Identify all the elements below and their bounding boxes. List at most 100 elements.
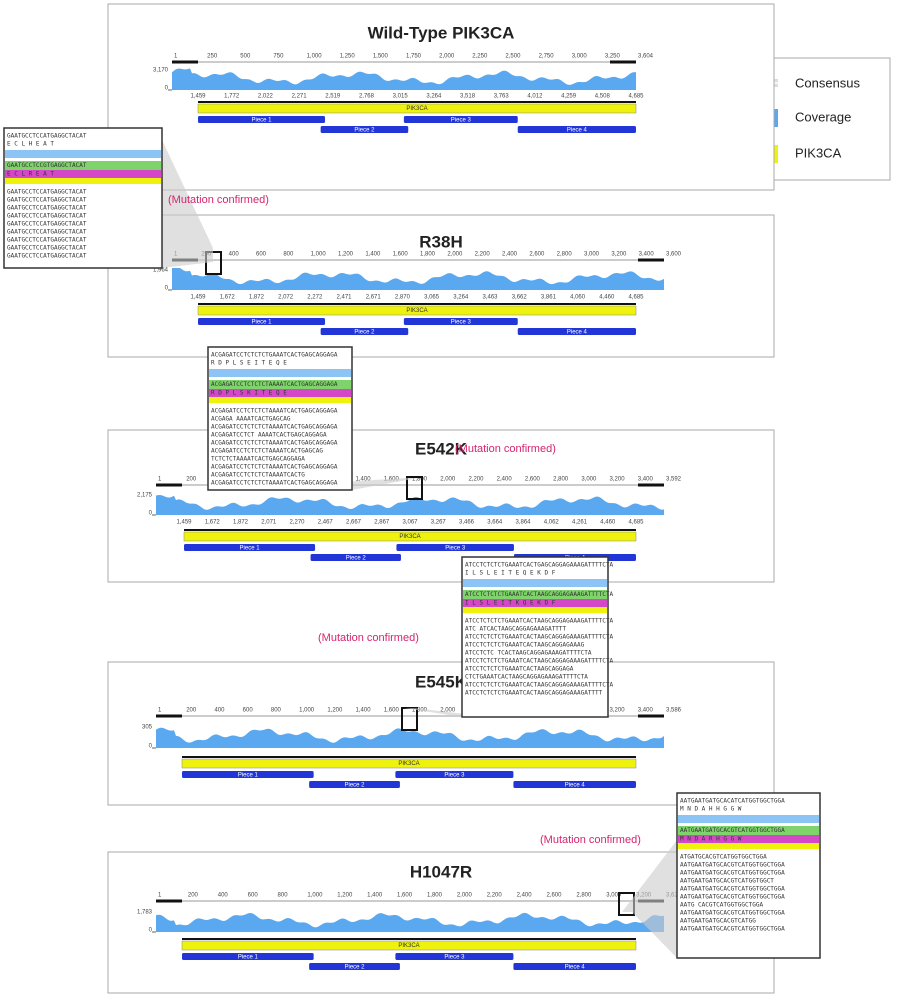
inset-translation: M N D A H H G G W (680, 806, 742, 813)
panel: Wild-Type PIK3CA 1 250 500 750 1,000 1,250 1,50… (107, 3, 775, 191)
inset-read: GAATGCCTCCATGAGGCTACAT (7, 237, 87, 244)
gene-tick-label: 4,685 (628, 94, 644, 100)
ruler-tick-label: 3,600 (666, 252, 682, 258)
inset-translation: E C L H E A T (7, 141, 54, 148)
ruler-tick-label: 200 (186, 708, 197, 714)
gene-label: PIK3CA (398, 761, 419, 767)
gene-tick-label: 3,861 (541, 295, 557, 301)
inset-read: AATGAATGATGCACGTCATGGTGGCT (680, 878, 774, 885)
gene-tick-label: 3,267 (431, 520, 447, 526)
piece-label: Piece 2 (354, 127, 375, 133)
inset-read: GAATGCCTCCATGAGGCTACAT (7, 205, 87, 212)
gene-tick-label: 4,508 (595, 94, 611, 100)
gene-tick-label: 3,763 (494, 94, 510, 100)
inset-consensus-bg (209, 380, 351, 389)
inset-read: ATCCTCTCTCTGAAATCACTAAGCAGGAGAAAG (465, 642, 585, 649)
ruler-tick-label: 2,600 (529, 252, 545, 258)
piece (517, 328, 636, 335)
annotation: (Mutation confirmed) (318, 632, 419, 644)
piece-label: Piece 2 (346, 555, 367, 561)
gene-tick-label: 2,667 (346, 520, 362, 526)
ruler-tick-label: 200 (188, 893, 199, 899)
inset-read: GAATGCCTCCATGAGGCTACAT (7, 221, 87, 228)
ruler-tick-label: 600 (256, 252, 267, 258)
coverage-max: 1,783 (137, 910, 153, 916)
gene-tick-label: 4,261 (572, 520, 588, 526)
ruler-tick-label: 1,200 (327, 708, 343, 714)
inset: GAATGCCTCCATGAGGCTACAT E C L H E A T GAATG… (3, 127, 163, 269)
inset-consensus: ACGAGATCCTCTCTCTAAAATCACTGAGCAGGAGA (211, 381, 338, 388)
ruler-tick-label: 1,750 (406, 54, 422, 60)
ruler-tick-label: 3,586 (666, 708, 682, 714)
piece-label: Piece 4 (565, 782, 586, 788)
piece (182, 953, 314, 960)
gene-tick-label: 2,867 (374, 520, 390, 526)
inset-coverage (678, 815, 819, 823)
piece-label: Piece 3 (444, 772, 465, 778)
inset-read: CTCTGAAATCACTAAGCAGGAGAAAGATTTTCTA (465, 674, 588, 681)
inset-aa-bg (678, 835, 819, 843)
gene-tick-label: 2,272 (307, 295, 323, 301)
inset-consensus: ATCCTCTCTCTGAAATCACTAAGCAGGAGAAAGATTTTCT… (465, 591, 613, 598)
gene-tick-label: 1,872 (249, 295, 265, 301)
piece-label: Piece 3 (444, 954, 465, 960)
piece-label: Piece 3 (451, 319, 472, 325)
inset-reference: AATGAATGATGCACATCATGGTGGCTGGA (680, 798, 785, 805)
coverage-min: 0 (165, 86, 169, 92)
coverage-max: 305 (142, 725, 153, 731)
coverage-max: 1,964 (153, 268, 169, 274)
piece-label: Piece 4 (565, 964, 586, 970)
annotation: (Mutation confirmed) (540, 834, 641, 846)
ruler-tick-label: 3,200 (610, 708, 626, 714)
inset-read: ATCCTCTCTCTGAAATCACTAAGCAGGAGAAAGATTTTCT… (465, 634, 613, 641)
gene-tick-label: 3,864 (515, 520, 531, 526)
inset-read: ATCCTCTC TCACTAAGCAGGAGAAAGATTTTCTA (465, 650, 592, 657)
ruler-tick-label: 2,600 (546, 893, 562, 899)
inset-consensus-bg (5, 161, 161, 170)
piece (403, 116, 518, 123)
ruler-tick-label: 2,400 (517, 893, 533, 899)
gene-tick-label: 2,271 (292, 94, 308, 100)
inset-read: AATGAATGATGCACGTCATGGTGGCTGGA (680, 870, 785, 877)
inset-read: GAATGCCTCCATGAGGCTACAT (7, 229, 87, 236)
ruler-tick-label: 3,200 (611, 252, 627, 258)
coverage-min: 0 (149, 511, 153, 517)
piece (198, 116, 326, 123)
gene-tick-label: 1,672 (205, 520, 221, 526)
gene-tick-label: 4,685 (628, 520, 644, 526)
gene-label: PIK3CA (406, 308, 427, 314)
ruler-tick-label: 500 (240, 54, 251, 60)
gene-tick-label: 3,264 (426, 94, 442, 100)
inset-reference: ACGAGATCCTCTCTCTGAAATCACTGAGCAGGAGA (211, 352, 338, 359)
inset-gene-bg (5, 178, 161, 184)
ruler-tick-label: 2,400 (497, 477, 513, 483)
gene-tick-label: 2,071 (261, 520, 277, 526)
legend-label: PIK3CA (795, 145, 842, 160)
gene-tick-label: 3,664 (487, 520, 503, 526)
ruler-tick-label: 200 (186, 477, 197, 483)
ruler-tick-label: 3,604 (638, 54, 654, 60)
inset-read: ATGATGCACGTCATGGTGGCTGGA (680, 854, 767, 861)
piece-label: Piece 1 (252, 117, 273, 123)
gene-tick-label: 2,870 (395, 295, 411, 301)
ruler-tick-label: 3,000 (606, 893, 622, 899)
coverage-min: 0 (165, 286, 169, 292)
mutation-marker (406, 476, 423, 500)
ruler-tick-label: 2,250 (472, 54, 488, 60)
annotation: (Mutation confirmed) (455, 443, 556, 455)
ruler-tick-label: 1 (158, 893, 162, 899)
gene-tick-label: 4,460 (600, 520, 616, 526)
ruler-tick-label: 1,600 (397, 893, 413, 899)
inset-read: AATGAATGATGCACGTCATGG (680, 918, 756, 925)
gene-tick-label: 4,685 (628, 295, 644, 301)
ruler-tick-label: 1,600 (384, 708, 400, 714)
ruler-tick-label: 2,200 (487, 893, 503, 899)
panel: E542K12004006008001,0001,2001,4001,6001,… (107, 429, 775, 583)
inset-read: AATGAATGATGCACGTCATGGTGGCTGGA (680, 862, 785, 869)
ruler-tick-label: 1,800 (427, 893, 443, 899)
gene-tick-label: 4,259 (561, 94, 577, 100)
ruler-tick-label: 1,000 (299, 708, 315, 714)
panel-box (107, 3, 775, 191)
